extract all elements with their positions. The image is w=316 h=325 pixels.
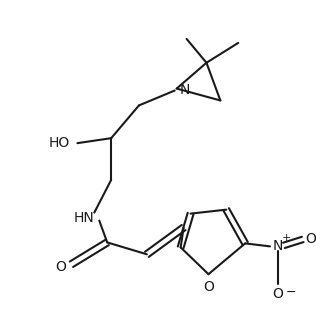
Text: N: N <box>179 83 190 97</box>
Text: O: O <box>305 232 316 246</box>
Text: HN: HN <box>74 211 95 225</box>
Text: HO: HO <box>49 136 70 150</box>
Text: O: O <box>203 280 214 294</box>
Text: O: O <box>272 287 283 301</box>
Text: +: + <box>282 233 292 243</box>
Text: O: O <box>55 260 66 274</box>
Text: −: − <box>286 286 296 299</box>
Text: N: N <box>273 240 283 254</box>
